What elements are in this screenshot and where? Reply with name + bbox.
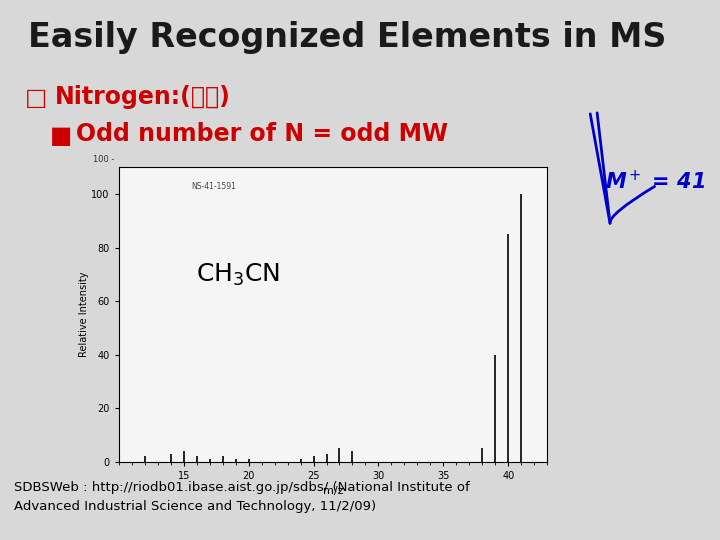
Text: Odd number of N = odd MW: Odd number of N = odd MW <box>76 122 449 146</box>
Text: CH$_3$CN: CH$_3$CN <box>196 261 280 288</box>
Text: 100 -: 100 - <box>93 156 114 165</box>
Y-axis label: Relative Intensity: Relative Intensity <box>78 272 89 357</box>
Text: Nitrogen:(홀수): Nitrogen:(홀수) <box>55 85 231 109</box>
Text: M$^+$ = 41: M$^+$ = 41 <box>605 170 705 193</box>
Text: NS-41-1591: NS-41-1591 <box>192 182 236 191</box>
Text: □: □ <box>25 86 48 110</box>
Text: Easily Recognized Elements in MS: Easily Recognized Elements in MS <box>28 21 667 55</box>
X-axis label: m/z: m/z <box>323 487 343 496</box>
Text: SDBSWeb : http://riodb01.ibase.aist.go.jp/sdbs/ (National Institute of
Advanced : SDBSWeb : http://riodb01.ibase.aist.go.j… <box>14 481 470 513</box>
Text: ■: ■ <box>50 124 72 148</box>
